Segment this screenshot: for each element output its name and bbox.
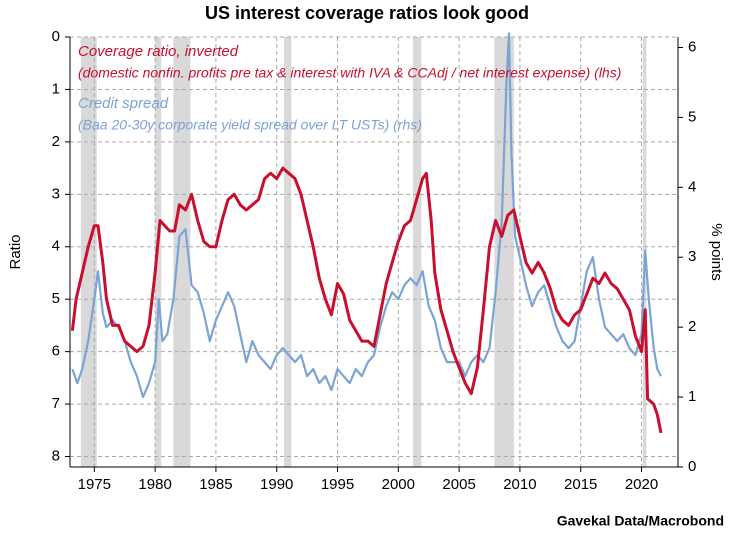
recession-band [173,37,191,467]
legend-label: Coverage ratio, inverted [78,43,239,60]
y2-tick-label: 0 [688,458,696,475]
x-tick-label: 2000 [382,476,415,493]
y2-axis-label: % points [708,223,725,281]
legend-label: Credit spread [78,95,169,112]
y-tick-label: 6 [52,343,60,360]
x-tick-label: 1990 [260,476,293,493]
x-tick-label: 2010 [503,476,536,493]
y-tick-label: 0 [52,28,60,45]
y-tick-label: 1 [52,80,60,97]
y-tick-label: 3 [52,185,60,202]
recession-band [412,37,422,467]
legend-description: (domestic nonfin. profits pre tax & inte… [78,65,621,81]
x-tick-label: 1980 [138,476,171,493]
y-axis-label: Ratio [7,234,24,269]
series-line [71,32,662,399]
y2-tick-label: 2 [688,318,696,335]
recession-band [284,37,292,467]
x-tick-label: 2005 [442,476,475,493]
y2-tick-label: 5 [688,108,696,125]
recession-band [494,37,514,467]
y-tick-label: 4 [52,238,60,255]
source: Gavekal Data/Macrobond [557,513,724,529]
x-tick-label: 2020 [625,476,658,493]
y2-tick-label: 6 [688,38,696,55]
legend-description: (Baa 20-30y corporate yield spread over … [78,117,422,133]
y-tick-label: 8 [52,447,60,464]
x-tick-label: 1975 [78,476,111,493]
y-tick-label: 7 [52,395,60,412]
series-line [70,166,663,434]
x-tick-label: 1985 [199,476,232,493]
y-tick-label: 5 [52,290,60,307]
y-tick-label: 2 [52,133,60,150]
y2-tick-label: 3 [688,248,696,265]
y2-tick-label: 4 [688,178,696,195]
y2-tick-label: 1 [688,388,696,405]
chart-title: US interest coverage ratios look good [205,3,529,23]
x-tick-label: 1995 [321,476,354,493]
x-tick-label: 2015 [564,476,597,493]
